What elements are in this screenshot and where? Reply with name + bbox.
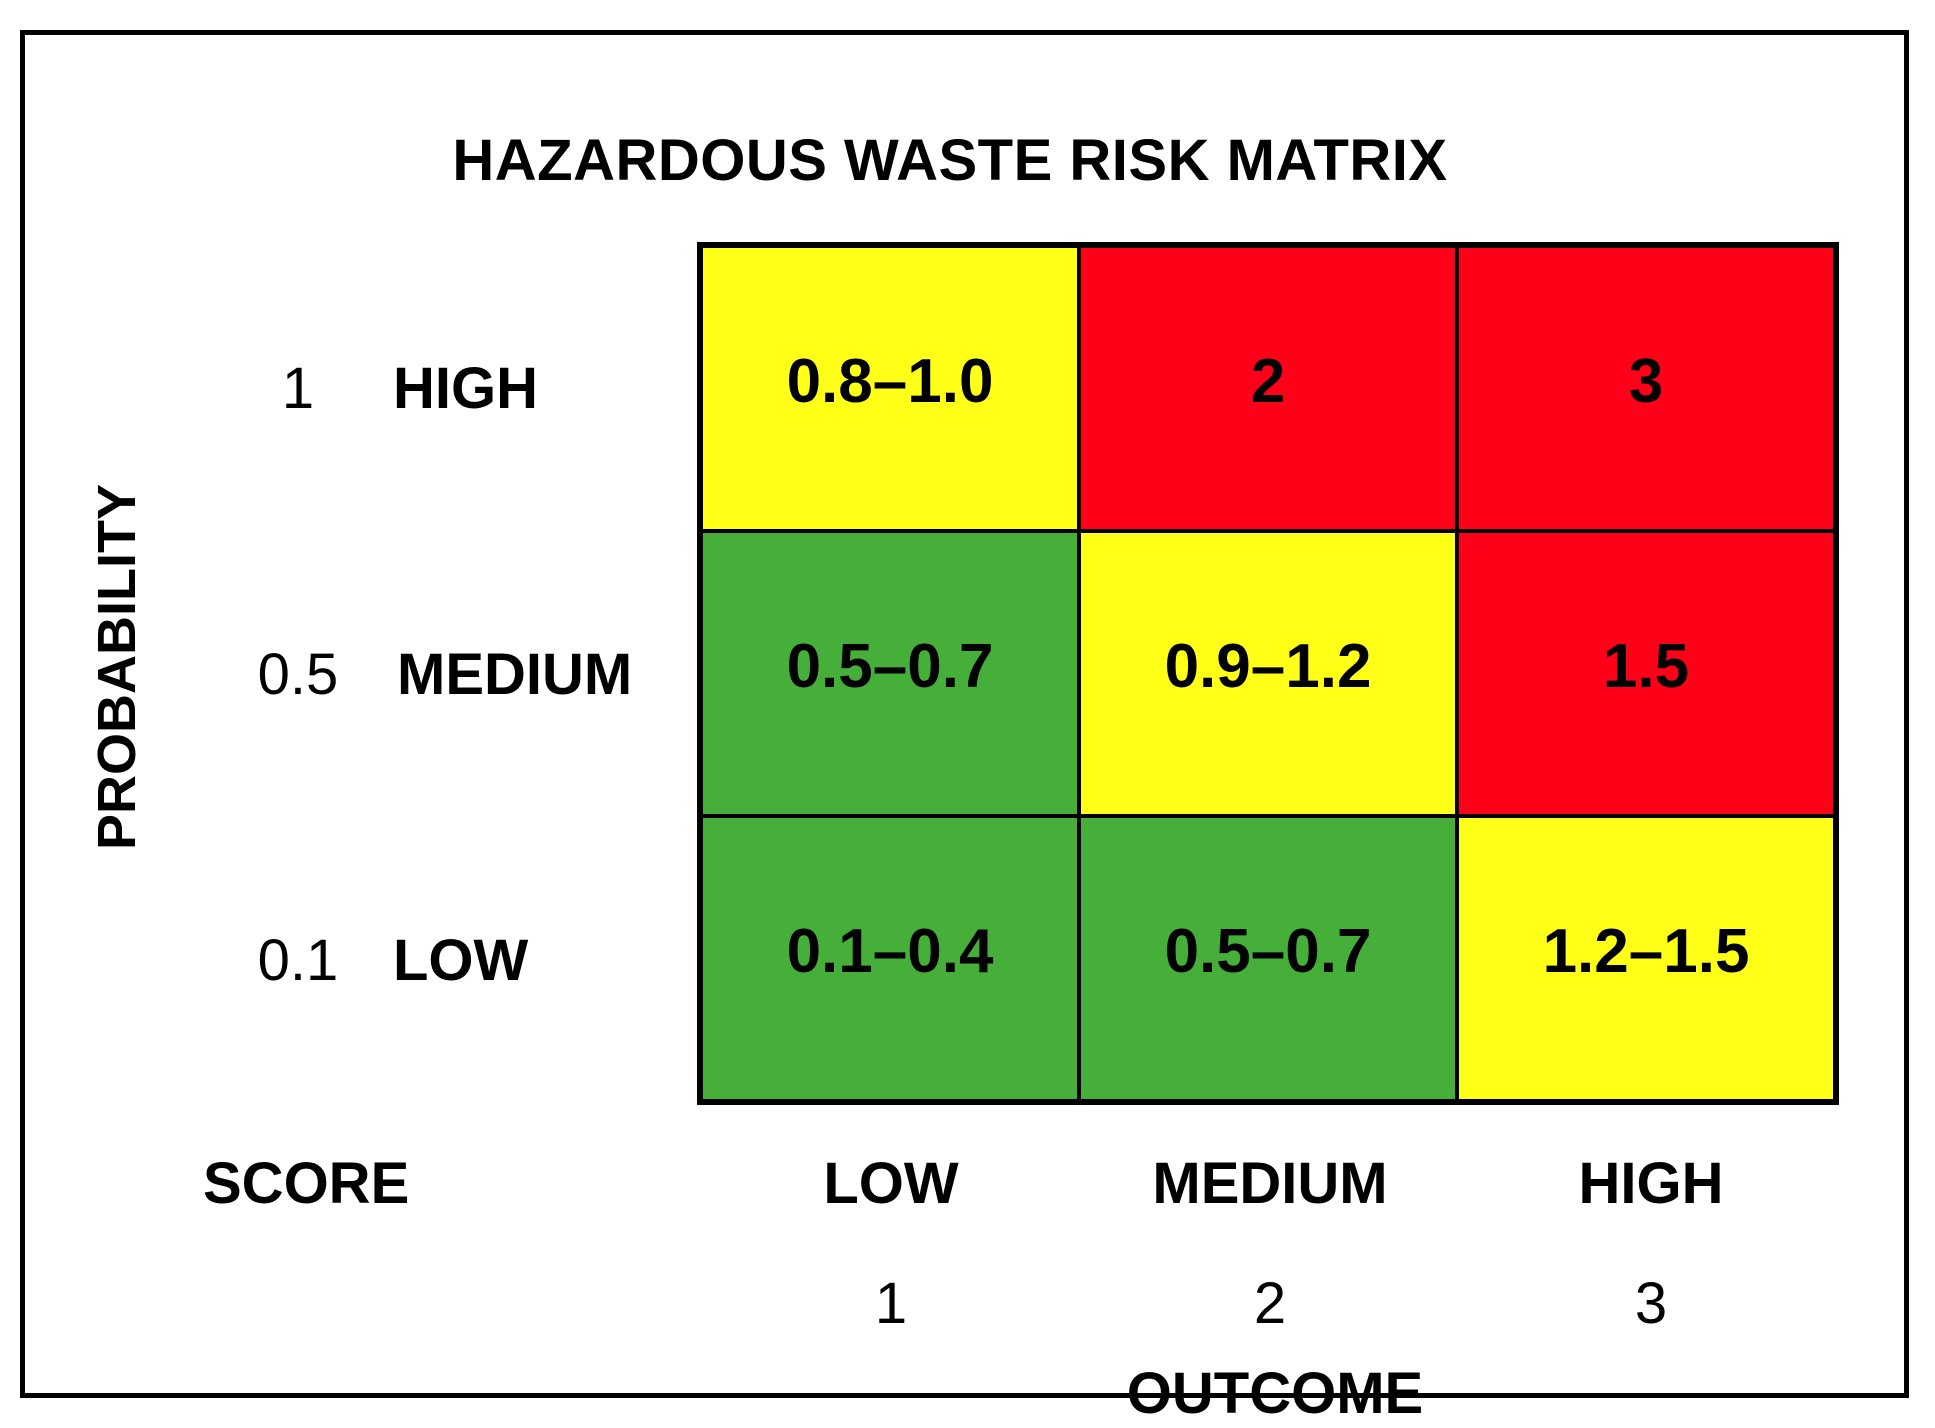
column-score-medium: 2 [1253,1271,1287,1336]
matrix-cell-low-low: 0.1–0.4 [701,816,1079,1101]
matrix-cell-high-low: 0.8–1.0 [701,246,1079,531]
column-score-high: 3 [1634,1271,1668,1336]
x-axis-title: OUTCOME [1126,1361,1424,1426]
row-label-medium: MEDIUM [397,642,633,707]
y-axis-title: PROBABILITY [87,483,147,851]
matrix-cell-medium-high: 1.5 [1457,531,1835,816]
row-score-medium: 0.5 [257,642,339,707]
row-label-low: LOW [393,928,529,993]
matrix-cell-medium-low: 0.5–0.7 [701,531,1079,816]
column-score-low: 1 [874,1271,908,1336]
score-label: SCORE [203,1151,410,1216]
matrix-title: HAZARDOUS WASTE RISK MATRIX [452,128,1448,193]
matrix-cell-low-medium: 0.5–0.7 [1079,816,1457,1101]
row-label-high: HIGH [393,356,538,421]
matrix-figure-frame: HAZARDOUS WASTE RISK MATRIX PROBABILITY … [20,30,1909,1426]
column-label-low: LOW [823,1151,959,1216]
column-label-medium: MEDIUM [1152,1151,1388,1216]
column-label-high: HIGH [1578,1151,1724,1216]
matrix-cell-low-high: 1.2–1.5 [1457,816,1835,1101]
row-score-high: 1 [281,356,315,421]
row-score-low: 0.1 [257,928,339,993]
matrix-cell-high-high: 3 [1457,246,1835,531]
matrix-cell-medium-medium: 0.9–1.2 [1079,531,1457,816]
risk-matrix-grid: 0.8–1.0 2 3 0.5–0.7 0.9–1.2 1.5 0.1–0.4 … [697,242,1839,1105]
matrix-cell-high-medium: 2 [1079,246,1457,531]
